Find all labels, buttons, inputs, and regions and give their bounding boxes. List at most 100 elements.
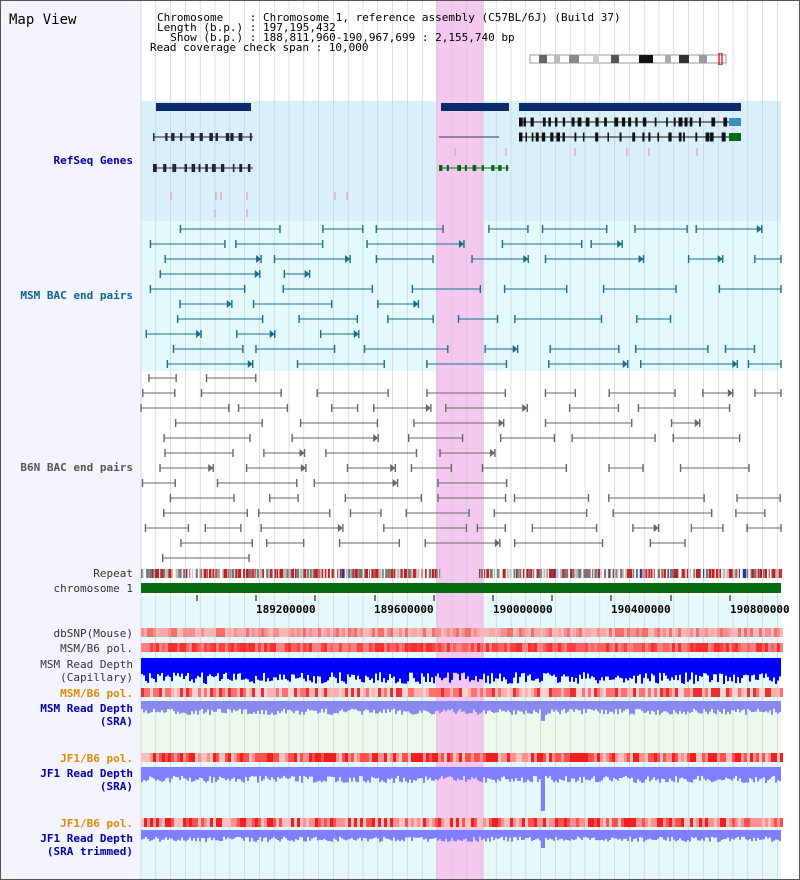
- dbsnp-density: [426, 628, 429, 637]
- msm-read-depth-capillary: [231, 658, 233, 681]
- track-label-msm-b6-pol-1[interactable]: MSM/B6 pol.: [60, 642, 133, 655]
- jf1-b6-pol-density: [264, 753, 267, 762]
- repeat-element: [387, 569, 391, 578]
- msm-read-depth-capillary: [535, 658, 537, 679]
- jf1-read-depth-trimmed: [703, 830, 705, 841]
- jf1-read-depth-sra: [727, 767, 729, 779]
- msm-read-depth-capillary: [351, 658, 353, 675]
- track-label-msm-read-depth-cap[interactable]: MSM Read Depth: [40, 658, 133, 671]
- dbsnp-density: [501, 628, 504, 637]
- msm-b6-pol-density: [297, 688, 300, 697]
- jf1-b6-pol-density: [267, 818, 270, 827]
- msm-read-depth-capillary: [361, 658, 363, 682]
- dbsnp-density: [315, 628, 318, 637]
- jf1-b6-pol-density: [276, 753, 279, 762]
- track-label-jf1-b6-pol-2[interactable]: JF1/B6 pol.: [60, 817, 133, 830]
- msm-b6-pol-density: [525, 643, 528, 652]
- msm-read-depth-capillary: [771, 658, 773, 682]
- jf1-b6-pol-density: [345, 753, 348, 762]
- track-label-dbsnp[interactable]: dbSNP(Mouse): [53, 627, 133, 640]
- jf1-read-depth-trimmed: [363, 830, 365, 838]
- dbsnp-density: [375, 628, 378, 637]
- msm-b6-pol-density: [339, 643, 342, 652]
- jf1-read-depth-sra: [603, 767, 605, 778]
- msm-read-depth-capillary: [473, 658, 475, 681]
- track-label-msm-b6-pol-2[interactable]: MSM/B6 pol.: [60, 687, 133, 700]
- msm-b6-pol-density: [624, 643, 627, 652]
- msm-b6-pol-density: [756, 643, 759, 652]
- msm-read-depth-capillary: [143, 658, 145, 676]
- track-label-jf1-read-depth-sra[interactable]: JF1 Read Depth: [40, 767, 133, 780]
- jf1-b6-pol-density: [417, 753, 420, 762]
- repeat-element: [589, 569, 591, 578]
- msm-b6-pol-density: [402, 688, 405, 697]
- chromosome-ideogram[interactable]: [529, 53, 731, 65]
- info-show: Show (b.p.) : 188,811,960-190,967,699 : …: [157, 31, 515, 44]
- jf1-b6-pol-density: [339, 818, 342, 827]
- msm-b6-pol-density: [177, 643, 180, 652]
- repeat-element: [375, 569, 379, 578]
- jf1-read-depth-sra: [501, 767, 503, 778]
- jf1-b6-pol-density: [633, 818, 636, 827]
- repeat-element: [563, 569, 567, 578]
- jf1-read-depth-trimmed: [511, 830, 513, 842]
- msm-read-depth-capillary: [767, 658, 769, 677]
- jf1-b6-pol-density: [213, 753, 216, 762]
- track-label-msm-read-depth-sra[interactable]: MSM Read Depth: [40, 702, 133, 715]
- jf1-read-depth-sra: [203, 767, 205, 781]
- msm-b6-pol-density: [582, 688, 585, 697]
- msm-read-depth-capillary: [289, 658, 291, 682]
- jf1-b6-pol-density: [624, 818, 627, 827]
- jf1-read-depth-sra: [259, 767, 261, 777]
- msm-read-depth-capillary: [611, 658, 613, 680]
- msm-read-depth-sra: [703, 701, 705, 710]
- jf1-b6-pol-density: [663, 818, 666, 827]
- jf1-read-depth-trimmed: [141, 830, 143, 840]
- msm-b6-pol-density: [714, 643, 717, 652]
- jf1-read-depth-trimmed: [603, 830, 605, 841]
- dbsnp-density: [663, 628, 666, 637]
- jf1-read-depth-trimmed: [243, 830, 245, 841]
- msm-read-depth-capillary: [417, 658, 419, 682]
- msm-read-depth-capillary: [339, 658, 341, 673]
- msm-b6-pol-density: [642, 643, 645, 652]
- jf1-b6-pol-density: [246, 753, 249, 762]
- msm-b6-pol-density: [300, 643, 303, 652]
- msm-read-depth-sra: [677, 701, 679, 715]
- jf1-read-depth-trimmed: [667, 830, 669, 838]
- track-label-msm-bac[interactable]: MSM BAC end pairs: [20, 289, 133, 302]
- msm-b6-pol-density: [747, 643, 750, 652]
- track-label-repeat[interactable]: Repeat: [93, 567, 133, 580]
- jf1-read-depth-trimmed: [763, 830, 765, 840]
- msm-b6-pol-density: [318, 688, 321, 697]
- msm-b6-pol-density: [408, 688, 411, 697]
- track-label-jf1-read-depth-trim[interactable]: JF1 Read Depth: [40, 832, 133, 845]
- msm-b6-pol-density: [303, 643, 306, 652]
- jf1-read-depth-trimmed: [519, 830, 521, 837]
- track-label-chromosome[interactable]: chromosome 1: [53, 582, 133, 595]
- msm-read-depth-capillary: [451, 658, 453, 680]
- jf1-b6-pol-density: [435, 753, 438, 762]
- dbsnp-density: [300, 628, 303, 637]
- msm-read-depth-capillary: [657, 658, 659, 684]
- jf1-b6-pol-density: [177, 753, 180, 762]
- track-label-refseq[interactable]: RefSeq Genes: [53, 154, 133, 167]
- msm-b6-pol-density: [168, 688, 171, 697]
- jf1-read-depth-trimmed: [191, 830, 193, 841]
- jf1-read-depth-trimmed: [167, 830, 169, 840]
- track-label-jf1-b6-pol-1[interactable]: JF1/B6 pol.: [60, 752, 133, 765]
- dbsnp-density: [564, 628, 567, 637]
- msm-read-depth-capillary: [773, 658, 775, 678]
- msm-read-depth-capillary: [687, 658, 689, 682]
- jf1-read-depth-sra: [257, 767, 259, 783]
- msm-b6-pol-density: [306, 688, 309, 697]
- msm-b6-pol-density: [741, 643, 744, 652]
- jf1-read-depth-sra: [681, 767, 683, 778]
- jf1-b6-pol-density: [678, 818, 681, 827]
- msm-b6-pol-density: [222, 688, 225, 697]
- msm-b6-pol-density: [387, 643, 390, 652]
- track-label-b6n-bac[interactable]: B6N BAC end pairs: [20, 461, 133, 474]
- jf1-read-depth-sra: [141, 767, 143, 783]
- msm-read-depth-capillary: [215, 658, 217, 676]
